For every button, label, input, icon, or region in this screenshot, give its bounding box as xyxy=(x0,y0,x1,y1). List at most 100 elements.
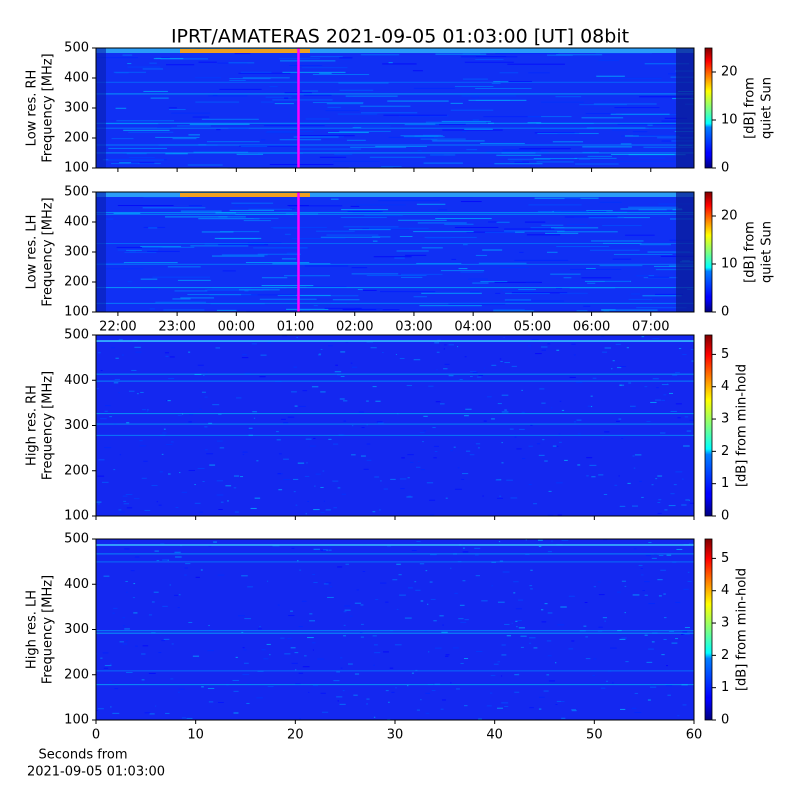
spectrogram-texture xyxy=(670,410,677,412)
spectrogram-texture xyxy=(608,77,662,79)
spectrogram-texture xyxy=(222,270,236,272)
x-tick-label: 30 xyxy=(387,728,404,743)
spectrogram-texture xyxy=(190,245,249,247)
spectrogram-texture xyxy=(293,491,296,493)
spectrogram-texture xyxy=(362,228,409,230)
spectrogram-texture xyxy=(668,631,675,633)
spectrogram-texture xyxy=(475,575,481,577)
spectrogram-texture xyxy=(483,116,542,118)
spectrogram-texture xyxy=(242,451,248,453)
spectrogram-texture xyxy=(533,158,578,160)
spectrogram-texture xyxy=(155,301,206,303)
spectrogram-texture xyxy=(579,104,627,106)
spectrogram-texture xyxy=(538,708,542,710)
spectrogram-texture xyxy=(415,466,421,468)
spectrogram-background xyxy=(96,335,694,516)
spectrogram-texture xyxy=(598,59,619,61)
spectrogram-texture xyxy=(134,556,140,558)
spectrogram-texture xyxy=(603,539,608,541)
spectrogram-texture xyxy=(284,233,291,235)
spectrogram-texture xyxy=(469,370,477,372)
spectrogram-texture xyxy=(334,153,353,155)
spectrogram-texture xyxy=(626,347,629,349)
spectrogram-texture xyxy=(96,388,99,390)
spectrogram-texture xyxy=(683,633,690,635)
spectrogram-texture xyxy=(366,698,370,700)
spectrogram-texture xyxy=(172,298,191,300)
x-tick-label: 03:00 xyxy=(395,320,432,335)
spectrogram-texture xyxy=(480,281,508,283)
spectrogram-texture xyxy=(265,96,292,98)
spectrogram-texture xyxy=(651,641,655,643)
spectrogram-texture xyxy=(322,470,325,472)
spectrogram-texture xyxy=(511,292,568,294)
spectrogram-texture xyxy=(119,454,122,456)
spectrogram-texture xyxy=(646,661,653,663)
spectrogram-band xyxy=(96,380,694,382)
spectrogram-texture xyxy=(105,218,114,220)
spectrogram-texture xyxy=(130,570,135,572)
spectrogram-texture xyxy=(381,165,402,167)
spectrogram-texture xyxy=(375,599,379,601)
spectrogram-texture xyxy=(243,220,271,222)
y-axis-label: High res. LH xyxy=(25,590,40,669)
spectrogram-texture xyxy=(590,395,593,397)
spectrogram-texture xyxy=(175,556,182,558)
spectrogram-texture xyxy=(454,226,499,228)
spectrogram-texture xyxy=(644,386,648,388)
spectrogram-texture xyxy=(587,282,596,284)
spectrogram-texture xyxy=(499,72,519,74)
spectrogram-texture xyxy=(198,61,217,63)
x-tick-label: 60 xyxy=(686,728,703,743)
spectrogram-texture xyxy=(403,136,445,138)
spectrogram-texture xyxy=(141,653,146,655)
spectrogram-texture xyxy=(356,204,406,206)
spectrogram-texture xyxy=(208,701,214,703)
spectrogram-texture xyxy=(659,432,666,434)
x-tick-label: 20 xyxy=(287,728,304,743)
y-tick-label: 200 xyxy=(64,463,89,478)
spectrogram xyxy=(96,192,694,312)
spectrogram-texture xyxy=(337,700,340,702)
spectrogram-texture xyxy=(441,120,491,122)
spectrogram-texture xyxy=(504,409,507,411)
spectrogram-texture xyxy=(143,196,189,198)
spectrogram-texture xyxy=(123,262,178,264)
spectrogram-texture xyxy=(186,717,193,719)
spectrogram-texture xyxy=(440,708,444,710)
colorbar-tick-label: 1 xyxy=(721,680,729,695)
spectrogram-texture xyxy=(352,127,362,129)
spectrogram-texture xyxy=(464,356,467,358)
spectrogram-texture xyxy=(212,255,265,257)
spectrogram-texture xyxy=(121,354,124,356)
spectrogram-texture xyxy=(578,158,591,160)
spectrogram-texture xyxy=(229,78,271,80)
spectrogram-texture xyxy=(350,362,353,364)
spectrogram-texture xyxy=(155,705,157,707)
spectrogram-texture xyxy=(310,56,343,58)
spectrogram-texture xyxy=(670,493,675,495)
spectrogram-texture xyxy=(534,132,575,134)
spectrogram-texture xyxy=(349,615,353,617)
spectrogram-texture xyxy=(398,219,447,221)
spectrogram-texture xyxy=(462,580,466,582)
spectrogram-texture xyxy=(531,339,539,341)
spectrogram-texture xyxy=(372,511,376,513)
spectrogram-texture xyxy=(514,259,569,261)
spectrogram-texture xyxy=(216,494,224,496)
spectrogram-texture xyxy=(342,58,352,60)
spectrogram-texture xyxy=(344,605,351,607)
spectrogram-texture xyxy=(127,66,161,68)
spectrogram-texture xyxy=(217,701,224,703)
spectrogram-texture xyxy=(216,129,221,131)
spectrogram-texture xyxy=(171,643,174,645)
spectrogram-texture xyxy=(328,438,332,440)
spectrogram-texture xyxy=(325,509,331,511)
spectrogram-texture xyxy=(507,158,551,160)
spectrogram-texture xyxy=(460,56,518,58)
spectrogram-texture xyxy=(201,686,204,688)
spectrogram-texture xyxy=(97,708,104,710)
spectrogram-texture xyxy=(366,400,369,402)
spectrogram-texture xyxy=(348,663,353,665)
spectrogram-texture xyxy=(317,658,325,660)
